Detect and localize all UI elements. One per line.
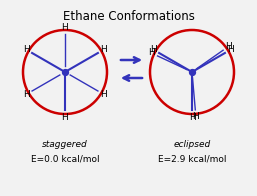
Text: H: H: [23, 45, 29, 54]
Text: E=0.0 kcal/mol: E=0.0 kcal/mol: [31, 155, 99, 164]
Text: H: H: [62, 113, 68, 122]
Text: eclipsed: eclipsed: [173, 140, 211, 149]
Text: H: H: [100, 90, 107, 99]
Text: H: H: [100, 45, 107, 54]
Text: Ethane Conformations: Ethane Conformations: [62, 10, 195, 23]
Text: H: H: [150, 45, 157, 54]
Point: [63, 70, 67, 74]
Text: E=2.9 kcal/mol: E=2.9 kcal/mol: [158, 155, 226, 164]
Text: H: H: [192, 112, 199, 121]
Text: H: H: [228, 45, 234, 54]
Text: H: H: [148, 48, 155, 57]
Text: staggered: staggered: [42, 140, 88, 149]
Text: H: H: [225, 42, 232, 51]
Text: H: H: [23, 90, 29, 99]
Point: [190, 70, 194, 74]
Text: H: H: [62, 23, 68, 32]
Text: H: H: [189, 113, 195, 122]
